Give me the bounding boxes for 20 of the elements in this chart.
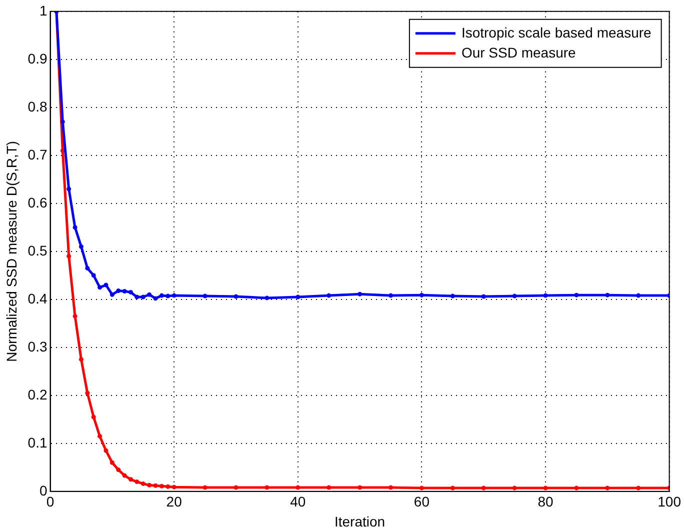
y-tick-label: 0	[39, 482, 48, 498]
y-tick-label: 0.8	[28, 98, 48, 114]
y-tick-label: 0.7	[28, 146, 48, 162]
x-tick-label: 80	[538, 494, 554, 510]
y-tick-label: 0.1	[28, 434, 48, 450]
x-tick-label: 40	[290, 494, 306, 510]
y-tick-label: 0.6	[28, 194, 48, 210]
x-axis-title: Iteration	[334, 513, 386, 530]
y-tick-label: 0.5	[28, 242, 48, 258]
y-tick-label: 0.4	[28, 290, 48, 306]
legend-label: Our SSD measure	[461, 44, 576, 60]
legend-label: Isotropic scale based measure	[461, 24, 652, 40]
y-tick-label: 0.9	[28, 50, 48, 66]
y-axis-title: Normalized SSD measure D(S,R,T)	[3, 140, 20, 362]
x-tick-label: 20	[166, 494, 182, 510]
x-tick-label: 100	[658, 494, 682, 510]
y-tick-label: 0.2	[28, 386, 48, 402]
y-tick-label: 0.3	[28, 338, 48, 354]
x-tick-label: 60	[414, 494, 430, 510]
y-tick-label: 1	[39, 2, 48, 18]
